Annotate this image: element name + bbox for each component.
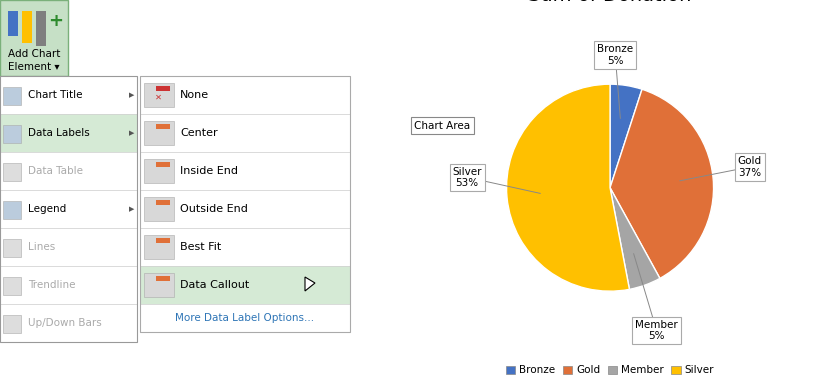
Bar [0, 304, 137, 342]
Bar [140, 76, 350, 114]
Text: Best Fit: Best Fit [180, 242, 222, 252]
Bar [0, 228, 137, 266]
Bar [3, 125, 21, 143]
Bar [144, 83, 174, 107]
Bar [140, 76, 350, 332]
Bar [0, 114, 137, 152]
Polygon shape [305, 277, 315, 291]
Legend: Bronze, Gold, Member, Silver: Bronze, Gold, Member, Silver [501, 361, 719, 380]
Text: ▶: ▶ [129, 206, 134, 212]
Bar [144, 159, 174, 183]
Text: Inside End: Inside End [180, 166, 238, 176]
Bar [3, 277, 21, 295]
Text: Data Callout: Data Callout [180, 280, 249, 290]
Bar [3, 87, 21, 105]
Bar [156, 200, 170, 205]
Bar [156, 86, 170, 91]
Text: Add Chart: Add Chart [7, 49, 61, 59]
Text: Data Labels: Data Labels [28, 128, 90, 138]
Text: ✕: ✕ [154, 93, 162, 102]
Bar [140, 304, 350, 332]
Bar [3, 315, 21, 333]
Wedge shape [506, 84, 629, 291]
Text: Center: Center [180, 128, 217, 138]
Bar [36, 11, 46, 46]
Bar [3, 163, 21, 181]
Text: ▶: ▶ [129, 92, 134, 98]
Text: Chart Area: Chart Area [414, 120, 471, 131]
Text: Member
5%: Member 5% [635, 320, 678, 341]
Text: Element ▾: Element ▾ [8, 62, 60, 72]
Bar [156, 238, 170, 243]
Text: Bronze
5%: Bronze 5% [597, 45, 633, 66]
Bar [22, 11, 32, 43]
Title: Sum of Donation: Sum of Donation [529, 0, 691, 5]
Wedge shape [610, 84, 642, 188]
Text: +: + [48, 12, 64, 30]
Bar [140, 190, 350, 228]
Text: Data Table: Data Table [28, 166, 83, 176]
Bar [0, 152, 137, 190]
Text: More Data Label Options...: More Data Label Options... [175, 313, 315, 323]
Bar [8, 11, 18, 36]
Bar [0, 76, 137, 114]
Bar [156, 162, 170, 167]
Bar [156, 276, 170, 281]
Bar [3, 239, 21, 257]
Text: Up/Down Bars: Up/Down Bars [28, 318, 102, 328]
Wedge shape [610, 188, 660, 289]
Bar [140, 266, 350, 304]
Text: Chart Title: Chart Title [28, 90, 82, 100]
Text: Lines: Lines [28, 242, 56, 252]
Text: None: None [180, 90, 209, 100]
Text: Trendline: Trendline [28, 280, 76, 290]
Bar [144, 121, 174, 145]
Bar [0, 76, 137, 342]
Bar [0, 190, 137, 228]
Text: ▶: ▶ [129, 130, 134, 136]
Bar [144, 235, 174, 259]
Bar [144, 273, 174, 297]
Bar [156, 124, 170, 129]
Wedge shape [610, 89, 714, 278]
Bar [0, 0, 68, 76]
Bar [140, 114, 350, 152]
Text: Legend: Legend [28, 204, 66, 214]
Text: Outside End: Outside End [180, 204, 248, 214]
Text: Gold
37%: Gold 37% [738, 156, 762, 178]
Bar [140, 228, 350, 266]
Bar [144, 197, 174, 221]
Bar [0, 266, 137, 304]
Bar [3, 201, 21, 219]
Bar [140, 152, 350, 190]
Text: Silver
53%: Silver 53% [452, 167, 482, 188]
